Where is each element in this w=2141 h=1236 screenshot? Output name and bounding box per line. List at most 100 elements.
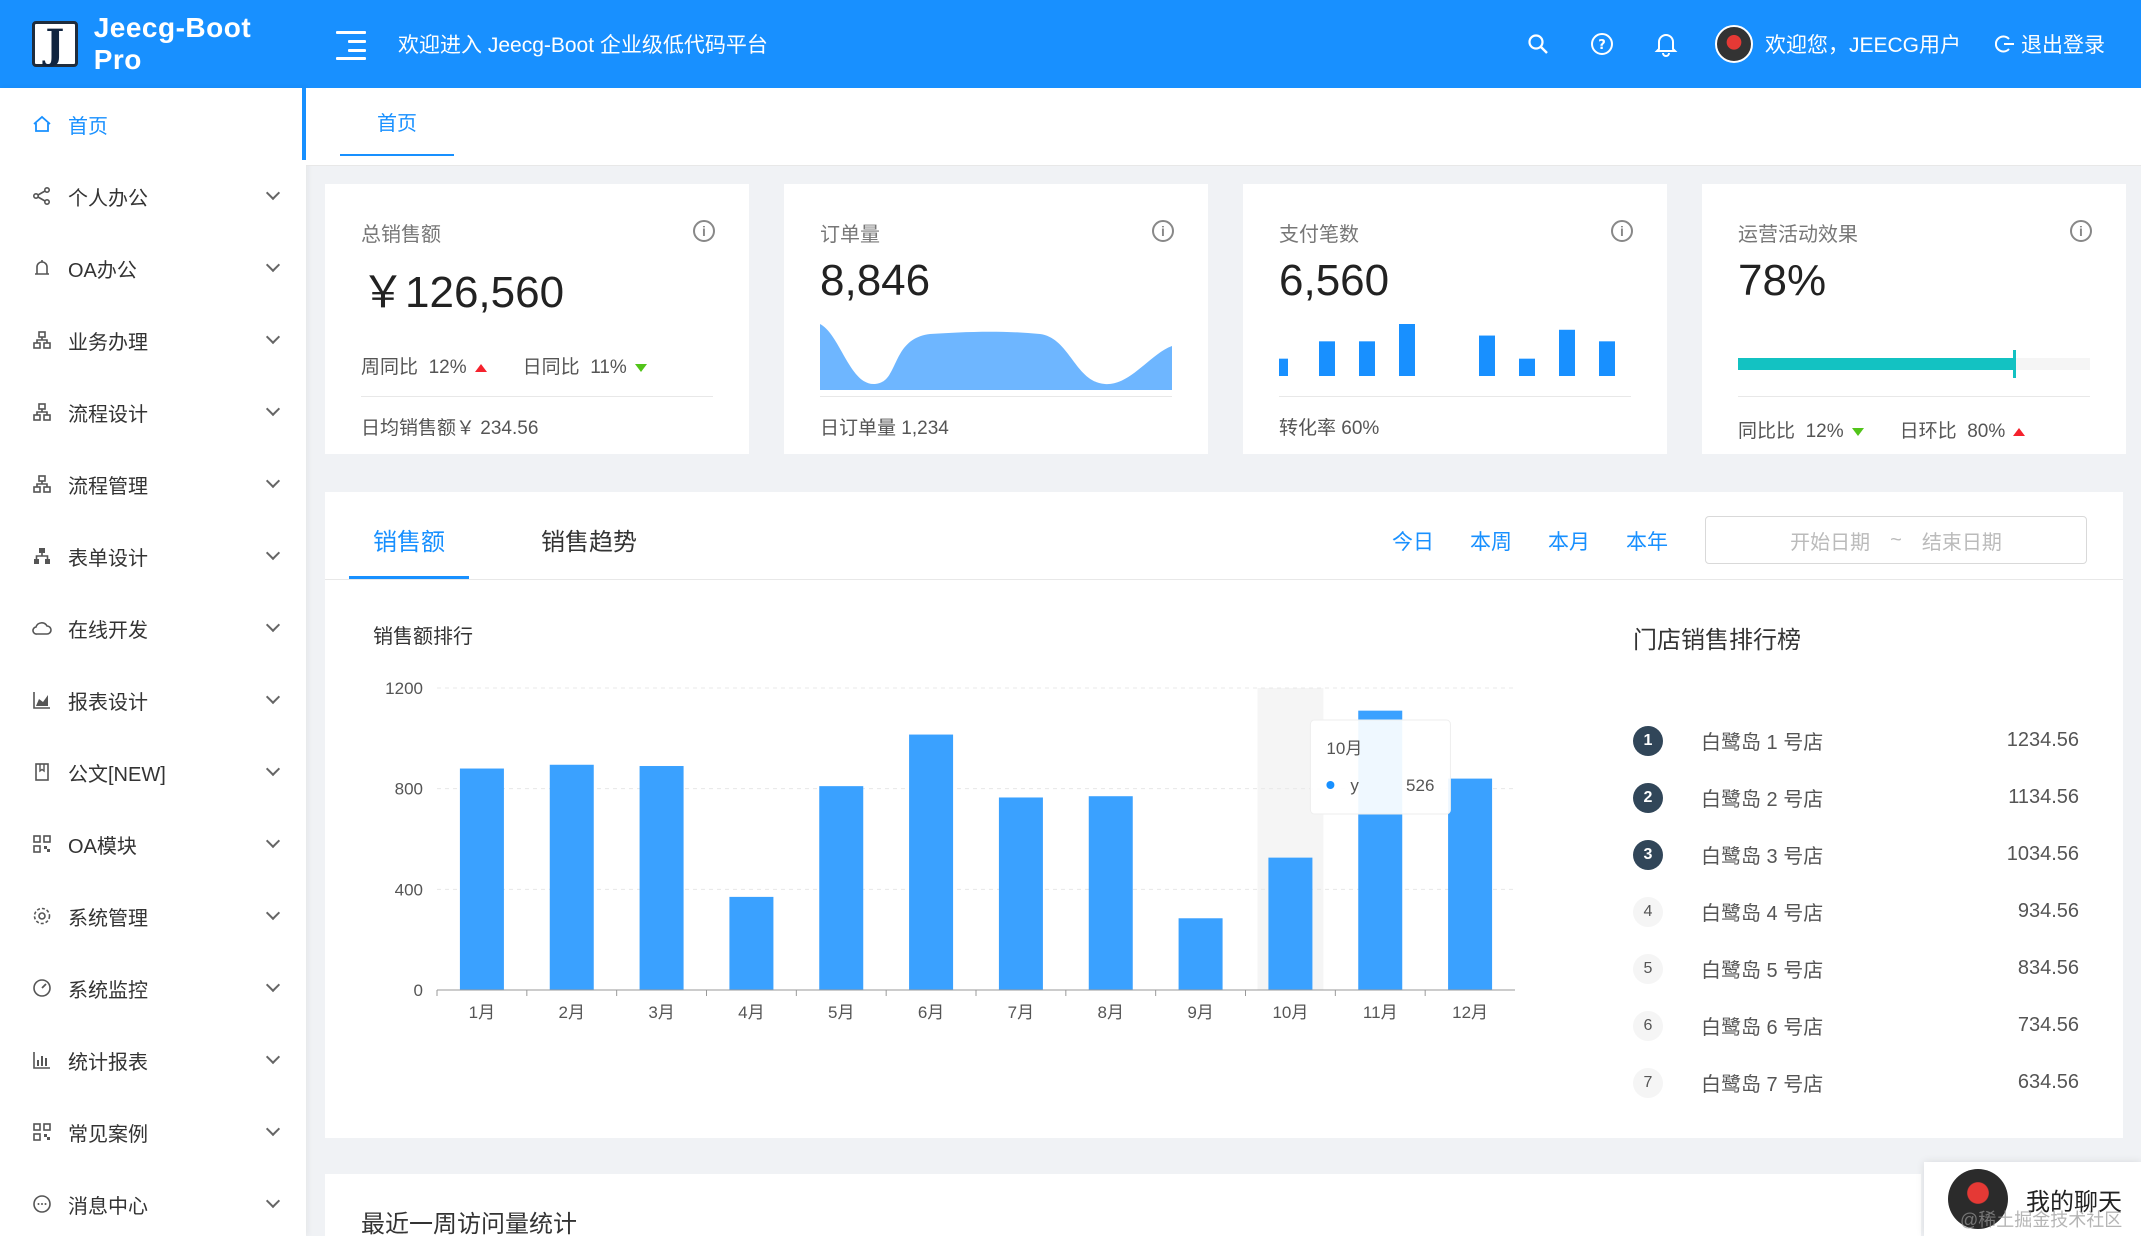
store-value: 1234.56 [2006, 729, 2079, 751]
card-footer: 日订单量 1,234 [820, 396, 1172, 440]
tab-sales[interactable]: 销售额 [373, 529, 445, 556]
mini-bar [1359, 341, 1375, 376]
wow-value: 12% [428, 357, 467, 378]
help-icon[interactable]: ? [1587, 29, 1617, 59]
chevron-down-icon [265, 977, 281, 993]
sidebar-item[interactable]: 系统管理 [0, 880, 306, 952]
sidebar-item-label: 业务办理 [68, 331, 148, 354]
logout-button[interactable]: 退出登录 [1995, 29, 2105, 59]
sidebar-item-label: OA模块 [68, 835, 137, 858]
info-icon[interactable]: i [1611, 220, 1633, 242]
dod-value: 11% [590, 357, 627, 378]
rank-number: 2 [1633, 782, 1663, 813]
sales-panel: 销售额 销售趋势 今日 本周 本月 本年 开始日期 ~ 结束日期 销售额排行 0… [325, 492, 2123, 1138]
tabs-divider [325, 579, 2123, 580]
chart-tooltip: 10月 y 526 [1309, 719, 1451, 815]
rank-title: 门店销售排行榜 [1633, 627, 1801, 654]
chat-avatar [1948, 1169, 2008, 1229]
x-tick-label: 10月 [1272, 1003, 1308, 1022]
bell-icon[interactable] [1651, 29, 1681, 59]
watermark: @稀土掘金技术社区 [1960, 1210, 2123, 1230]
tooltip-box [1309, 719, 1451, 815]
wow-label: 同比比 [1738, 421, 1796, 442]
tree-icon [30, 544, 54, 568]
logo[interactable]: J Jeecg-Boot Pro [0, 0, 306, 88]
sidebar-item[interactable]: 流程管理 [0, 448, 306, 520]
dashboard-icon [30, 976, 54, 1000]
range-week[interactable]: 本周 [1470, 531, 1512, 554]
date-range-picker[interactable]: 开始日期 ~ 结束日期 [1705, 516, 2087, 564]
store-value: 834.56 [2017, 957, 2079, 979]
menu-toggle-icon[interactable] [336, 29, 370, 60]
range-month[interactable]: 本月 [1548, 531, 1590, 554]
search-icon[interactable] [1523, 29, 1553, 59]
card-value: 78% [1738, 256, 1827, 305]
tooltip-title: 10月 [1326, 739, 1362, 758]
ops-progress-track [1738, 350, 2090, 378]
end-date-input[interactable]: 结束日期 [1921, 531, 2002, 554]
sidebar-item[interactable]: 表单设计 [0, 520, 306, 592]
mini-bar [1559, 329, 1575, 376]
chart-title: 销售额排行 [373, 626, 473, 648]
chevron-down-icon [265, 473, 281, 489]
sidebar-item[interactable]: 公文[NEW] [0, 736, 306, 808]
sidebar-item-label: 系统管理 [68, 907, 148, 930]
chevron-down-icon [265, 833, 281, 849]
rank-number: 7 [1633, 1067, 1663, 1098]
bar [998, 797, 1043, 990]
sidebar-item[interactable]: 消息中心 [0, 1168, 306, 1236]
sidebar-item[interactable]: 个人办公 [0, 160, 306, 232]
sidebar-item[interactable]: 首页 [0, 88, 306, 160]
sidebar-item[interactable]: 在线开发 [0, 592, 306, 664]
tooltip-series: y [1350, 776, 1359, 795]
tab-sales-trend[interactable]: 销售趋势 [541, 529, 637, 556]
mini-bar [1399, 324, 1415, 376]
sidebar-item[interactable]: 业务办理 [0, 304, 306, 376]
chat-widget[interactable]: 我的聊天 [1924, 1162, 2141, 1236]
y-tick-label: 400 [395, 880, 423, 899]
info-icon[interactable]: i [2070, 220, 2092, 242]
start-date-input[interactable]: 开始日期 [1790, 531, 1871, 554]
rank-item: 3 白鹭岛 3 号店 1034.56 [1633, 826, 2079, 883]
info-icon[interactable]: i [693, 220, 715, 242]
caret-down-icon [1851, 427, 1864, 436]
sidebar-item[interactable]: 报表设计 [0, 664, 306, 736]
chevron-down-icon [265, 617, 281, 633]
mini-bar [1279, 358, 1288, 376]
sidebar-item[interactable]: OA办公 [0, 232, 306, 304]
bar [1088, 796, 1133, 990]
qrcode-icon [30, 1120, 54, 1144]
sales-bar-chart: 0 400 800 1200 1月 2月 3月 4月 5月 6月 7月 8月 9月 10月 11月 12月 10… [385, 679, 1515, 1022]
sidebar-item-label: 常见案例 [68, 1123, 148, 1146]
top-header: J Jeecg-Boot Pro 欢迎进入 Jeecg-Boot 企业级低代码平… [0, 0, 2141, 88]
visits-title: 最近一周访问量统计 [361, 1211, 577, 1236]
info-icon[interactable]: i [1152, 220, 1174, 242]
org-icon [30, 472, 54, 496]
card-label: 订单量 [820, 224, 880, 246]
x-tick-label: 12月 [1452, 1003, 1488, 1022]
rank-item: 6 白鹭岛 6 号店 734.56 [1633, 997, 2079, 1054]
sidebar-item[interactable]: 流程设计 [0, 376, 306, 448]
sidebar-item-label: 在线开发 [68, 619, 148, 642]
bar-chart-icon [30, 1048, 54, 1072]
bar [549, 764, 594, 990]
sidebar-item[interactable]: 常见案例 [0, 1096, 306, 1168]
sidebar-item[interactable]: 系统监控 [0, 952, 306, 1024]
sidebar-item[interactable]: OA模块 [0, 808, 306, 880]
user-menu[interactable]: 欢迎您，JEECG用户 [1714, 25, 1961, 63]
range-year[interactable]: 本年 [1626, 531, 1668, 554]
sidebar-item-label: 统计报表 [68, 1051, 148, 1074]
card-label: 运营活动效果 [1738, 224, 1858, 246]
tab-home[interactable]: 首页 [340, 88, 454, 156]
x-tick-label: 11月 [1363, 1003, 1398, 1022]
dod-label: 日环比 [1899, 421, 1957, 442]
logout-label: 退出登录 [2021, 34, 2105, 57]
range-today[interactable]: 今日 [1392, 531, 1434, 554]
bar [1268, 857, 1313, 990]
payments-mini-bar-chart [1279, 324, 1615, 376]
bar [819, 786, 864, 990]
sidebar-item[interactable]: 统计报表 [0, 1024, 306, 1096]
message-icon [30, 1192, 54, 1216]
logout-icon [1995, 35, 2014, 53]
sidebar: 首页 个人办公 OA办公业务办理流程设计 流程管理 表单设计在线开发报表设计 公文[NEW… [0, 88, 306, 1236]
